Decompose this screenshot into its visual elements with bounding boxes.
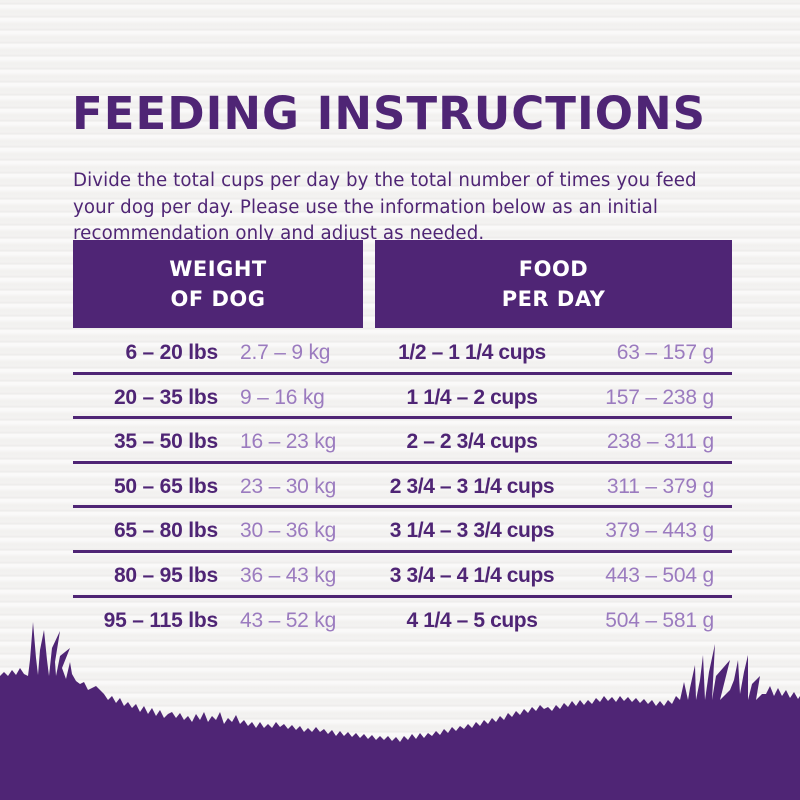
weight-lbs: 50 – 65 lbs xyxy=(113,474,218,498)
row-divider xyxy=(73,594,732,598)
food-grams: 311 – 379 g xyxy=(606,474,714,498)
food-grams: 238 – 311 g xyxy=(606,430,714,454)
weight-lbs: 65 – 80 lbs xyxy=(113,519,218,543)
intro-text: Divide the total cups per day by the tot… xyxy=(73,170,697,245)
page-title: FEEDING INSTRUCTIONS xyxy=(72,87,707,141)
food-cups: 1 1/4 – 2 cups xyxy=(406,385,538,409)
weight-lbs: 95 – 115 lbs xyxy=(103,608,219,632)
weight-kg: 9 – 16 kg xyxy=(240,385,325,409)
table-row: 35 – 50 lbs 16 – 23 kg 2 – 2 3/4 cups 23… xyxy=(73,419,732,464)
header-weight-of-dog: WEIGHT OF DOG xyxy=(73,240,363,328)
weight-kg: 43 – 52 kg xyxy=(240,608,337,632)
food-cups: 3 1/4 – 3 3/4 cups xyxy=(389,519,555,543)
weight-lbs: 80 – 95 lbs xyxy=(113,563,218,587)
row-divider xyxy=(73,416,732,420)
weight-lbs: 35 – 50 lbs xyxy=(113,430,218,454)
feeding-table: 6 – 20 lbs 2.7 – 9 kg 1/2 – 1 1/4 cups 6… xyxy=(73,330,732,642)
table-row: 80 – 95 lbs 36 – 43 kg 3 3/4 – 4 1/4 cup… xyxy=(73,553,732,598)
weight-lbs: 20 – 35 lbs xyxy=(113,385,218,409)
table-row: 20 – 35 lbs 9 – 16 kg 1 1/4 – 2 cups 157… xyxy=(73,375,732,420)
weight-kg: 16 – 23 kg xyxy=(240,430,337,454)
food-grams: 504 – 581 g xyxy=(605,608,714,632)
food-grams: 379 – 443 g xyxy=(605,519,714,543)
food-cups: 1/2 – 1 1/4 cups xyxy=(398,341,546,364)
row-divider xyxy=(73,371,732,375)
header-food-per-day: FOOD PER DAY xyxy=(375,240,732,328)
header-weight-line1: WEIGHT xyxy=(169,257,267,281)
table-row: 50 – 65 lbs 23 – 30 kg 2 3/4 – 3 1/4 cup… xyxy=(73,464,732,509)
row-divider xyxy=(73,505,732,509)
food-grams: 157 – 238 g xyxy=(605,385,714,409)
food-cups: 2 3/4 – 3 1/4 cups xyxy=(389,474,555,498)
header-food-line1: FOOD xyxy=(518,257,589,281)
grass-silhouette-icon xyxy=(0,622,800,800)
weight-lbs: 6 – 20 lbs xyxy=(125,341,218,364)
food-grams: 63 – 157 g xyxy=(616,341,714,364)
table-row: 6 – 20 lbs 2.7 – 9 kg 1/2 – 1 1/4 cups 6… xyxy=(73,330,732,375)
header-food-line2: PER DAY xyxy=(501,287,606,311)
row-divider xyxy=(73,549,732,553)
food-grams: 443 – 504 g xyxy=(605,563,714,587)
food-cups: 2 – 2 3/4 cups xyxy=(406,430,538,454)
food-cups: 3 3/4 – 4 1/4 cups xyxy=(389,563,555,587)
weight-kg: 23 – 30 kg xyxy=(240,474,337,498)
table-row: 95 – 115 lbs 43 – 52 kg 4 1/4 – 5 cups 5… xyxy=(73,598,732,643)
row-divider xyxy=(73,460,732,464)
header-weight-line2: OF DOG xyxy=(170,287,266,311)
food-cups: 4 1/4 – 5 cups xyxy=(406,608,538,632)
weight-kg: 2.7 – 9 kg xyxy=(240,341,331,364)
table-row: 65 – 80 lbs 30 – 36 kg 3 1/4 – 3 3/4 cup… xyxy=(73,508,732,553)
weight-kg: 30 – 36 kg xyxy=(240,519,337,543)
weight-kg: 36 – 43 kg xyxy=(240,563,337,587)
